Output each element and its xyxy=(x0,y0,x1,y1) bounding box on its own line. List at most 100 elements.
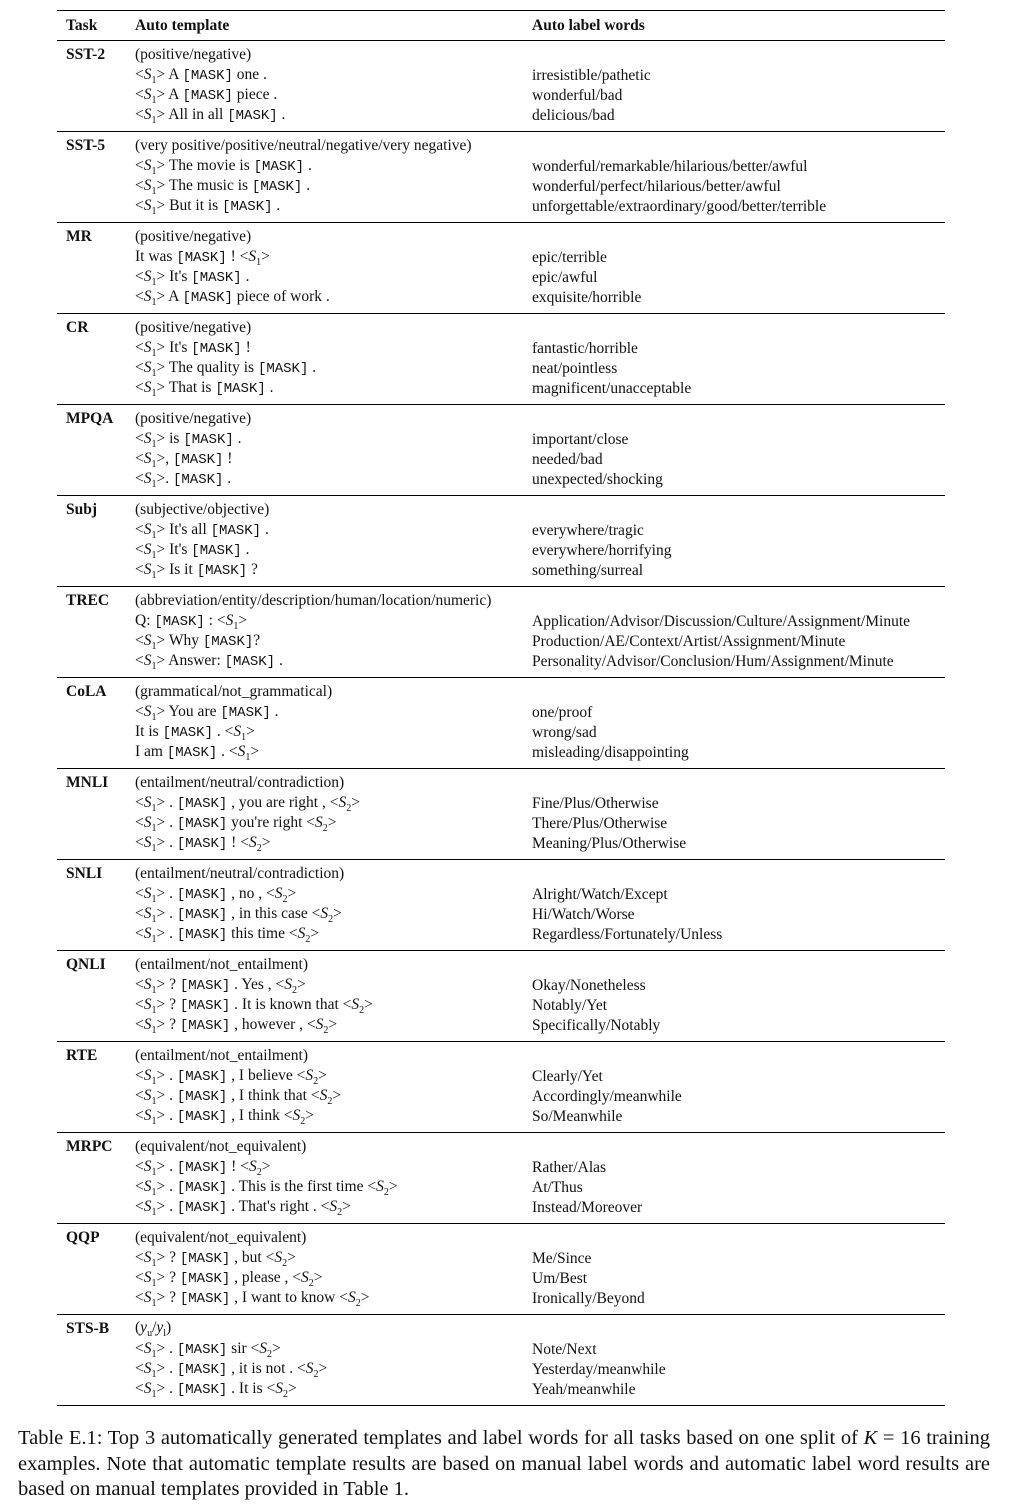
auto-label-words: Ironically/Beyond xyxy=(532,1290,645,1308)
auto-label-words: magnificent/unacceptable xyxy=(532,380,692,398)
auto-template: <S1> . [MASK] . That's right . <S2> xyxy=(135,1198,351,1219)
auto-template: <S1> . [MASK] sir <S2> xyxy=(135,1339,281,1360)
auto-template: <S1> . [MASK] , no , <S2> xyxy=(135,884,297,905)
table-row: QNLI (entailment/not_entailment) xyxy=(57,955,945,975)
table-row: <S1> . [MASK] , I believe <S2> Clearly/Ye… xyxy=(57,1066,945,1087)
label-set: (equivalent/not_equivalent) xyxy=(135,1138,307,1156)
label-set: (entailment/neutral/contradiction) xyxy=(135,774,345,792)
table-row: SST-2 (positive/negative) xyxy=(57,45,945,65)
auto-label-words: important/close xyxy=(532,430,629,448)
task-name: SST-5 xyxy=(66,137,106,155)
task-section-sts-b: STS-B (yu/yl) <S1> . [MASK] sir <S2> Note/N… xyxy=(57,1315,945,1405)
auto-template: <S1> It's [MASK] ! xyxy=(135,338,251,359)
table-row: <S1> . [MASK] , I think <S2> So/Meanwhile xyxy=(57,1107,945,1127)
auto-label-words: fantastic/horrible xyxy=(532,339,638,357)
table-row: MPQA (positive/negative) xyxy=(57,409,945,429)
auto-label-words: epic/terrible xyxy=(532,248,607,266)
table-row: <S1> ? [MASK] . It is known that <S2> Not… xyxy=(57,996,945,1016)
table-row: SST-5 (very positive/positive/neutral/neg… xyxy=(57,136,945,156)
auto-template: <S1> . [MASK] , I believe <S2> xyxy=(135,1066,327,1087)
auto-label-words: Rather/Alas xyxy=(532,1158,607,1176)
auto-label-words: There/Plus/Otherwise xyxy=(532,814,668,832)
auto-template: <S1> . [MASK] this time <S2> xyxy=(135,925,320,946)
label-set: (equivalent/not_equivalent) xyxy=(135,1229,307,1247)
auto-template: <S1> ? [MASK] , I want to know <S2> xyxy=(135,1289,370,1310)
label-set: (positive/negative) xyxy=(135,319,252,337)
auto-label-words: Clearly/Yet xyxy=(532,1067,603,1085)
auto-template: <S1> . [MASK] , I think <S2> xyxy=(135,1107,314,1128)
table-row: <S1> It's [MASK] ! fantastic/horrible xyxy=(57,338,945,359)
task-name: RTE xyxy=(66,1047,98,1065)
task-section-rte: RTE (entailment/not_entailment) <S1> . [MA… xyxy=(57,1042,945,1133)
auto-label-words: Personality/Advisor/Conclusion/Hum/Assig… xyxy=(532,653,894,671)
table-row: <S1> But it is [MASK] . unforgettable/ext… xyxy=(57,197,945,217)
task-section-snli: SNLI (entailment/neutral/contradiction) <S… xyxy=(57,860,945,951)
table-row: <S1>. [MASK] . unexpected/shocking xyxy=(57,470,945,490)
auto-label-words: misleading/disappointing xyxy=(532,744,689,762)
table-header: Task Auto template Auto label words xyxy=(57,11,945,41)
table-row: <S1> Is it [MASK] ? something/surreal xyxy=(57,561,945,581)
table-row: <S1> . [MASK] . This is the first time <… xyxy=(57,1178,945,1198)
auto-label-words: unforgettable/extraordinary/good/better/… xyxy=(532,198,827,216)
auto-template: <S1> Is it [MASK] ? xyxy=(135,561,258,582)
table-row: MNLI (entailment/neutral/contradiction) xyxy=(57,773,945,793)
auto-label-words: needed/bad xyxy=(532,450,603,468)
auto-template: <S1> . [MASK] , you are right , <S2> xyxy=(135,793,360,814)
auto-template: <S1> ? [MASK] . It is known that <S2> xyxy=(135,995,373,1017)
task-name: QQP xyxy=(66,1229,100,1247)
table-row: Q: [MASK] : <S1> Application/Advisor/Disc… xyxy=(57,611,945,632)
auto-template: <S1> ? [MASK] . Yes , <S2> xyxy=(135,975,306,996)
task-name: CR xyxy=(66,319,89,337)
auto-label-words: everywhere/tragic xyxy=(532,521,644,539)
auto-template: <S1> . [MASK] ! <S2> xyxy=(135,834,271,855)
auto-template: <S1> The quality is [MASK] . xyxy=(135,358,317,380)
auto-label-words: epic/awful xyxy=(532,268,598,286)
table-row: Subj (subjective/objective) xyxy=(57,500,945,520)
label-set: (positive/negative) xyxy=(135,410,252,428)
table-row: <S1> It's all [MASK] . everywhere/tragic xyxy=(57,520,945,541)
table-body: SST-2 (positive/negative) <S1> A [MASK] on… xyxy=(57,41,945,1405)
auto-template: <S1> Answer: [MASK] . xyxy=(135,652,283,673)
table-row: <S1> . [MASK] you're right <S2> There/Plu… xyxy=(57,814,945,834)
table-row: <S1> A [MASK] piece of work . exquisite/h… xyxy=(57,288,945,308)
auto-label-words: Application/Advisor/Discussion/Culture/A… xyxy=(532,612,911,630)
task-name: MR xyxy=(66,228,92,246)
label-set: (positive/negative) xyxy=(135,228,252,246)
task-name: QNLI xyxy=(66,956,106,974)
auto-template: It is [MASK] . <S1> xyxy=(135,722,255,744)
auto-label-words: Production/AE/Context/Artist/Assignment/… xyxy=(532,632,846,650)
table-row: <S1> . [MASK] ! <S2> Meaning/Plus/Otherwi… xyxy=(57,834,945,854)
auto-template: <S1> But it is [MASK] . xyxy=(135,197,281,218)
table-row: CoLA (grammatical/not_grammatical) xyxy=(57,682,945,702)
auto-label-words: everywhere/horrifying xyxy=(532,541,672,559)
auto-template: <S1> A [MASK] one . xyxy=(135,65,267,86)
results-table: Task Auto template Auto label words SST-… xyxy=(57,10,945,1406)
label-set: (positive/negative) xyxy=(135,46,252,64)
auto-label-words: So/Meanwhile xyxy=(532,1108,623,1126)
table-caption: Table E.1: Top 3 automatically generated… xyxy=(18,1427,991,1500)
auto-label-words: Accordingly/meanwhile xyxy=(532,1087,682,1105)
auto-template: <S1> All in all [MASK] . xyxy=(135,106,286,127)
auto-template: <S1> That is [MASK] . xyxy=(135,379,274,400)
task-name: MPQA xyxy=(66,410,114,428)
table-row: MRPC (equivalent/not_equivalent) xyxy=(57,1137,945,1157)
auto-template: <S1>. [MASK] . xyxy=(135,470,232,491)
table-row: <S1> ? [MASK] , please , <S2> Um/Best xyxy=(57,1269,945,1289)
auto-label-words: something/surreal xyxy=(532,562,644,580)
task-name: STS-B xyxy=(66,1320,110,1338)
auto-template: <S1> It's [MASK] . xyxy=(135,540,250,562)
table-row: <S1> The music is [MASK] . wonderful/perf… xyxy=(57,177,945,197)
table-row: <S1> ? [MASK] . Yes , <S2> Okay/Nonethele… xyxy=(57,975,945,996)
auto-label-words: irresistible/pathetic xyxy=(532,66,651,84)
label-set: (abbreviation/entity/description/human/l… xyxy=(135,592,492,610)
label-set: (very positive/positive/neutral/negative… xyxy=(135,137,472,155)
auto-label-words: Hi/Watch/Worse xyxy=(532,905,635,923)
table-row: <S1> That is [MASK] . magnificent/unaccep… xyxy=(57,379,945,399)
auto-template: <S1> . [MASK] , I think that <S2> xyxy=(135,1086,342,1108)
auto-template: I am [MASK] . <S1> xyxy=(135,743,260,764)
task-section-mnli: MNLI (entailment/neutral/contradiction) <S… xyxy=(57,769,945,860)
auto-label-words: Instead/Moreover xyxy=(532,1199,643,1217)
table-row: <S1>, [MASK] ! needed/bad xyxy=(57,450,945,470)
auto-label-words: Me/Since xyxy=(532,1249,592,1267)
task-section-subj: Subj (subjective/objective) <S1> It's all … xyxy=(57,496,945,587)
